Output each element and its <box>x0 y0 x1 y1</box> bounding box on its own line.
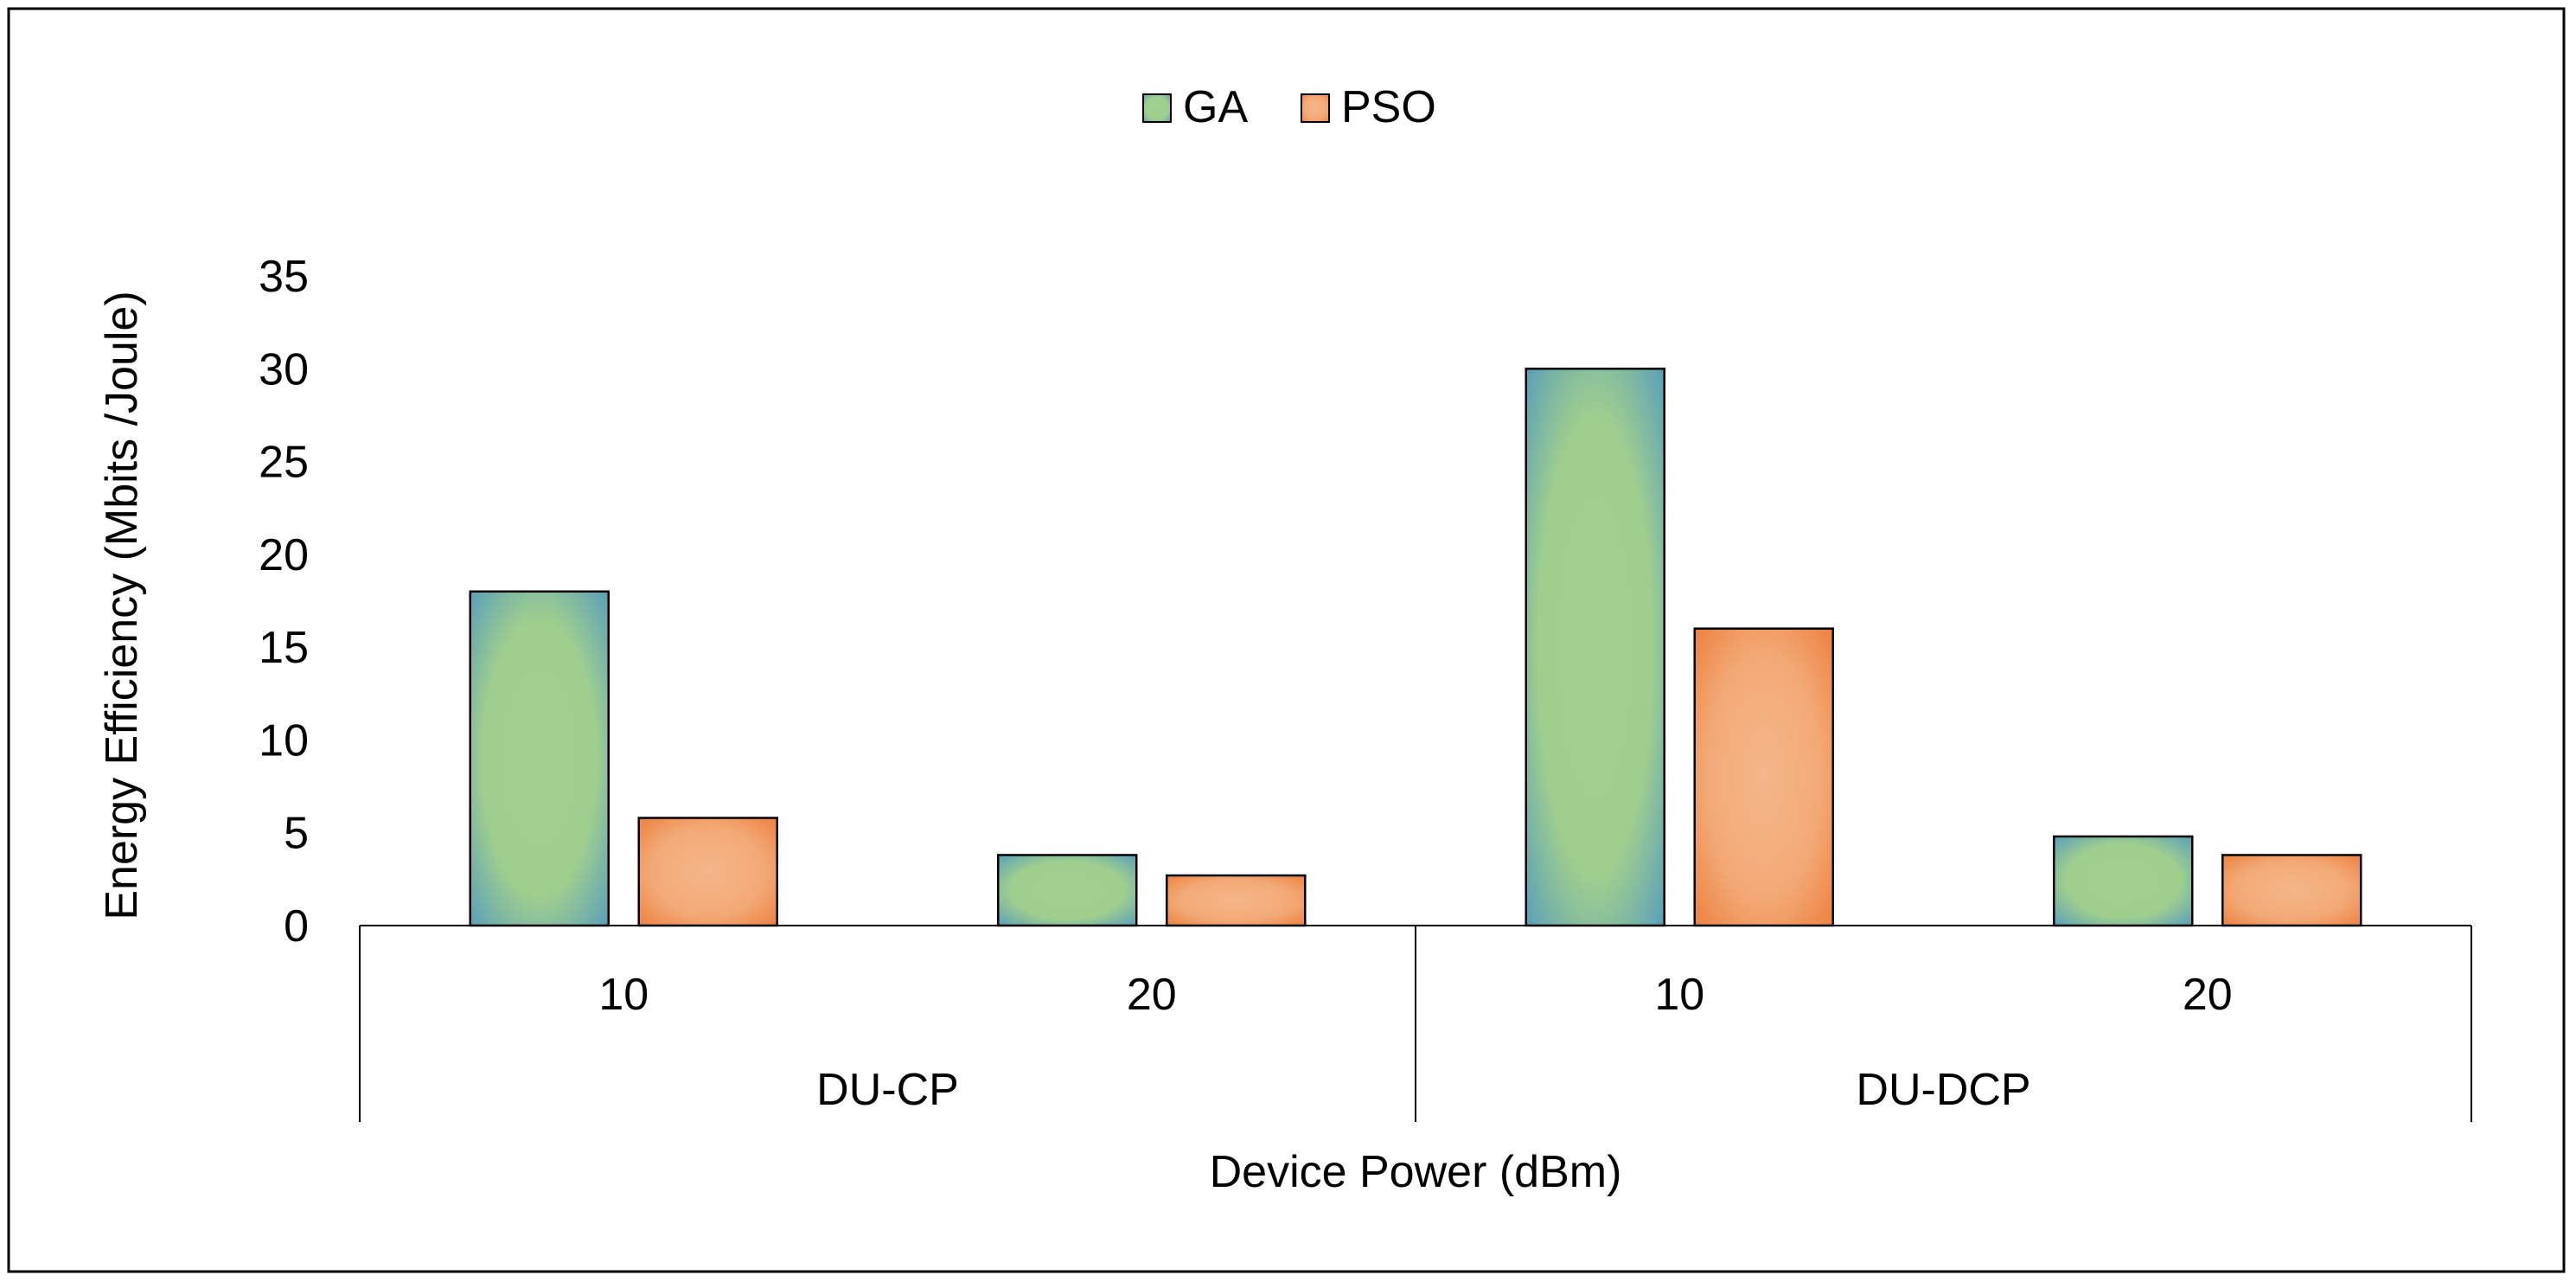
y-axis-label: Energy Efficiency (Mbits /Joule) <box>97 291 147 920</box>
bar-ga-du-dcp-20 <box>2053 835 2194 927</box>
x-tick-label-du-dcp-20: 20 <box>2183 970 2233 1020</box>
y-tick-label-20: 20 <box>259 530 309 580</box>
x-axis <box>359 925 2472 1122</box>
y-axis-ticks: 0 5 10 15 20 25 30 35 <box>259 252 309 952</box>
legend-label-pso: PSO <box>1341 82 1436 132</box>
group-label-du-dcp: DU-DCP <box>1856 1065 2030 1115</box>
bar-pso-du-cp-10 <box>637 817 778 927</box>
x-tick-label-du-cp-10: 10 <box>598 970 649 1020</box>
y-tick-label-0: 0 <box>284 901 309 952</box>
bar-ga-du-cp-10 <box>469 590 610 927</box>
bar-ga-du-dcp-10 <box>1525 368 1665 927</box>
y-tick-label-5: 5 <box>284 809 309 859</box>
legend-label-ga: GA <box>1183 82 1248 132</box>
x-tick-label-du-dcp-10: 10 <box>1654 970 1704 1020</box>
legend-swatch-ga <box>1142 93 1172 123</box>
x-axis-labels: 10 20 10 20 DU-CP DU-DCP <box>598 970 2232 1115</box>
x-tick-label-du-cp-20: 20 <box>1127 970 1177 1020</box>
group-label-du-cp: DU-CP <box>816 1065 959 1115</box>
bar-pso-du-cp-20 <box>1166 874 1307 927</box>
y-tick-label-30: 30 <box>259 344 309 394</box>
bar-pso-du-dcp-10 <box>1693 627 1834 927</box>
x-axis-label: Device Power (dBm) <box>1210 1147 1622 1197</box>
chart-frame <box>7 7 2566 1273</box>
legend: GA PSO <box>1142 82 1436 132</box>
bar-ga-du-cp-20 <box>997 854 1138 927</box>
legend-swatch-pso <box>1301 93 1330 123</box>
y-tick-label-15: 15 <box>259 623 309 673</box>
y-tick-label-10: 10 <box>259 715 309 766</box>
y-tick-label-35: 35 <box>259 252 309 302</box>
y-tick-label-25: 25 <box>259 438 309 488</box>
bar-pso-du-dcp-20 <box>2221 854 2362 927</box>
